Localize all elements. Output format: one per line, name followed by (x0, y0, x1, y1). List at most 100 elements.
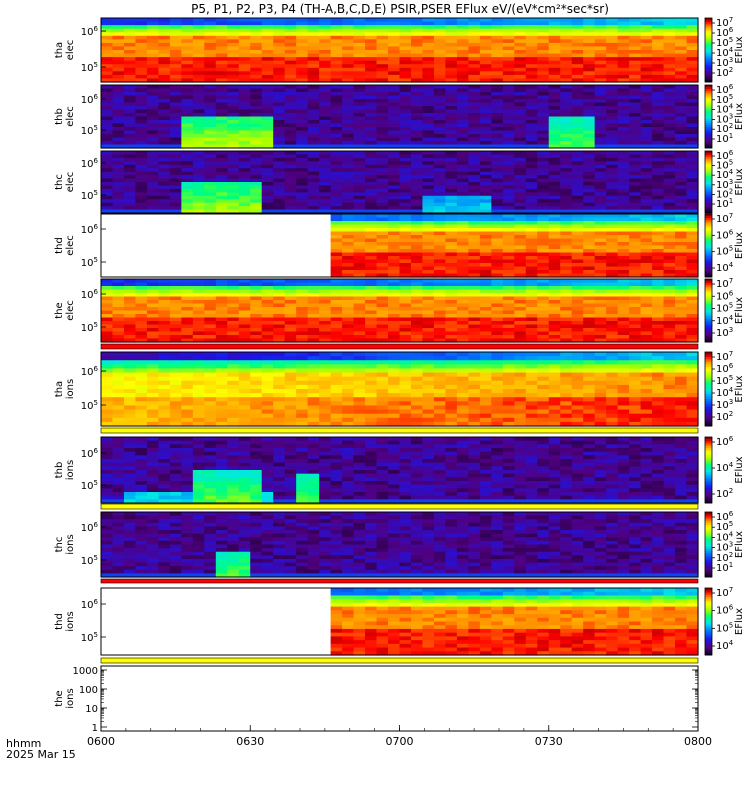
heatmap-cells (101, 437, 699, 504)
colorbar-tick-label: 106 (716, 228, 734, 241)
colorbar-tick-label: 104 (716, 261, 734, 274)
colorbar-tick-label: 103 (716, 56, 733, 69)
colorbar-tick-label: 104 (716, 639, 734, 652)
heatmap-cells (101, 352, 699, 427)
colorbar-tick-label: 107 (716, 212, 733, 225)
y-tick-label: 106 (81, 521, 99, 534)
colorbar-tick-label: 105 (716, 245, 733, 258)
colorbar-tick-label: 105 (716, 302, 733, 315)
y-axis-label: thb (54, 462, 65, 479)
y-axis-label: ions (65, 460, 76, 480)
y-tick-label: 105 (81, 61, 98, 74)
colorbar-tick-label: 106 (716, 435, 734, 448)
colorbar-label: EFlux (734, 608, 745, 635)
colorbar-tick-label: 103 (716, 178, 733, 191)
colorbar-tick-label: 104 (716, 530, 734, 543)
flag-strip (100, 343, 699, 350)
flag-strip (100, 578, 699, 584)
colorbar-tick-label: 104 (716, 46, 734, 59)
y-tick-label: 106 (81, 25, 99, 38)
colorbar-tick-label: 107 (716, 277, 733, 290)
y-axis-label: elec (65, 106, 76, 127)
colorbar-tick-label: 102 (716, 187, 733, 200)
time-tick-label: 0800 (684, 735, 712, 748)
y-tick-label: 105 (81, 124, 98, 137)
y-axis-label: ions (65, 611, 76, 631)
colorbar-label: EFlux (734, 103, 745, 130)
colorbar-tick-label: 104 (716, 314, 734, 327)
panel-frame (100, 278, 699, 343)
panel-frame (100, 665, 699, 732)
y-axis-label: elec (65, 300, 76, 321)
y-tick-label: 106 (81, 223, 99, 236)
colorbar-label: EFlux (734, 375, 745, 402)
colorbar-tick-label: 101 (716, 197, 733, 210)
y-tick-label: 106 (81, 157, 99, 170)
panel-frame (100, 587, 699, 656)
colorbar-tick-label: 102 (716, 410, 733, 423)
colorbar-tick-label: 102 (716, 122, 733, 135)
heatmap-cells (101, 18, 699, 83)
colorbar-tick-label: 101 (716, 561, 733, 574)
y-tick-label: 105 (81, 189, 98, 202)
colorbar-tick-label: 103 (716, 541, 733, 554)
colorbar-tick-label: 101 (716, 132, 733, 145)
flag-strip (100, 657, 699, 664)
y-tick-label: 106 (81, 365, 99, 378)
time-axis-label-date: 2025 Mar 15 (6, 748, 76, 761)
heatmap-cells (101, 512, 699, 578)
time-tick-label: 0600 (87, 735, 115, 748)
panel-frame (100, 351, 699, 427)
colorbar-tick-label: 105 (716, 36, 733, 49)
heatmap-cells (330, 214, 699, 278)
y-axis-label: the (54, 302, 65, 318)
y-axis-label: thd (54, 613, 65, 630)
y-tick-label: 1000 (73, 666, 98, 677)
colorbar-tick-label: 102 (716, 551, 733, 564)
panel-frame (100, 84, 699, 149)
y-tick-label: 106 (81, 93, 99, 106)
colorbar-tick-label: 105 (716, 374, 733, 387)
y-tick-label: 106 (81, 288, 99, 301)
y-tick-label: 105 (81, 631, 98, 644)
colorbar-tick-label: 106 (716, 510, 734, 523)
time-axis-label-hhmm: hhmm (6, 737, 41, 750)
colorbar-tick-label: 103 (716, 398, 733, 411)
time-tick-label: 0630 (236, 735, 264, 748)
heatmap-cells (101, 279, 699, 343)
colorbar-tick-label: 107 (716, 586, 733, 599)
y-axis-label: thc (54, 174, 65, 190)
y-axis-label: elec (65, 40, 76, 61)
colorbar-tick-label: 106 (716, 26, 734, 39)
time-tick-label: 0700 (386, 735, 414, 748)
y-tick-label: 106 (81, 447, 99, 460)
y-axis-label: thc (54, 537, 65, 553)
colorbar-tick-label: 102 (716, 487, 733, 500)
colorbar-tick-label: 103 (716, 326, 733, 339)
colorbar-tick-label: 106 (716, 604, 734, 617)
y-axis-label: elec (65, 172, 76, 193)
y-tick-label: 105 (81, 321, 98, 334)
colorbar-tick-label: 104 (716, 103, 734, 116)
y-axis-label: ions (65, 379, 76, 399)
y-tick-label: 106 (81, 598, 99, 611)
colorbar-tick-label: 104 (716, 461, 734, 474)
flag-strip (100, 503, 699, 510)
colorbar-tick-label: 106 (716, 289, 734, 302)
y-tick-label: 105 (81, 399, 98, 412)
flag-strip (100, 427, 699, 434)
